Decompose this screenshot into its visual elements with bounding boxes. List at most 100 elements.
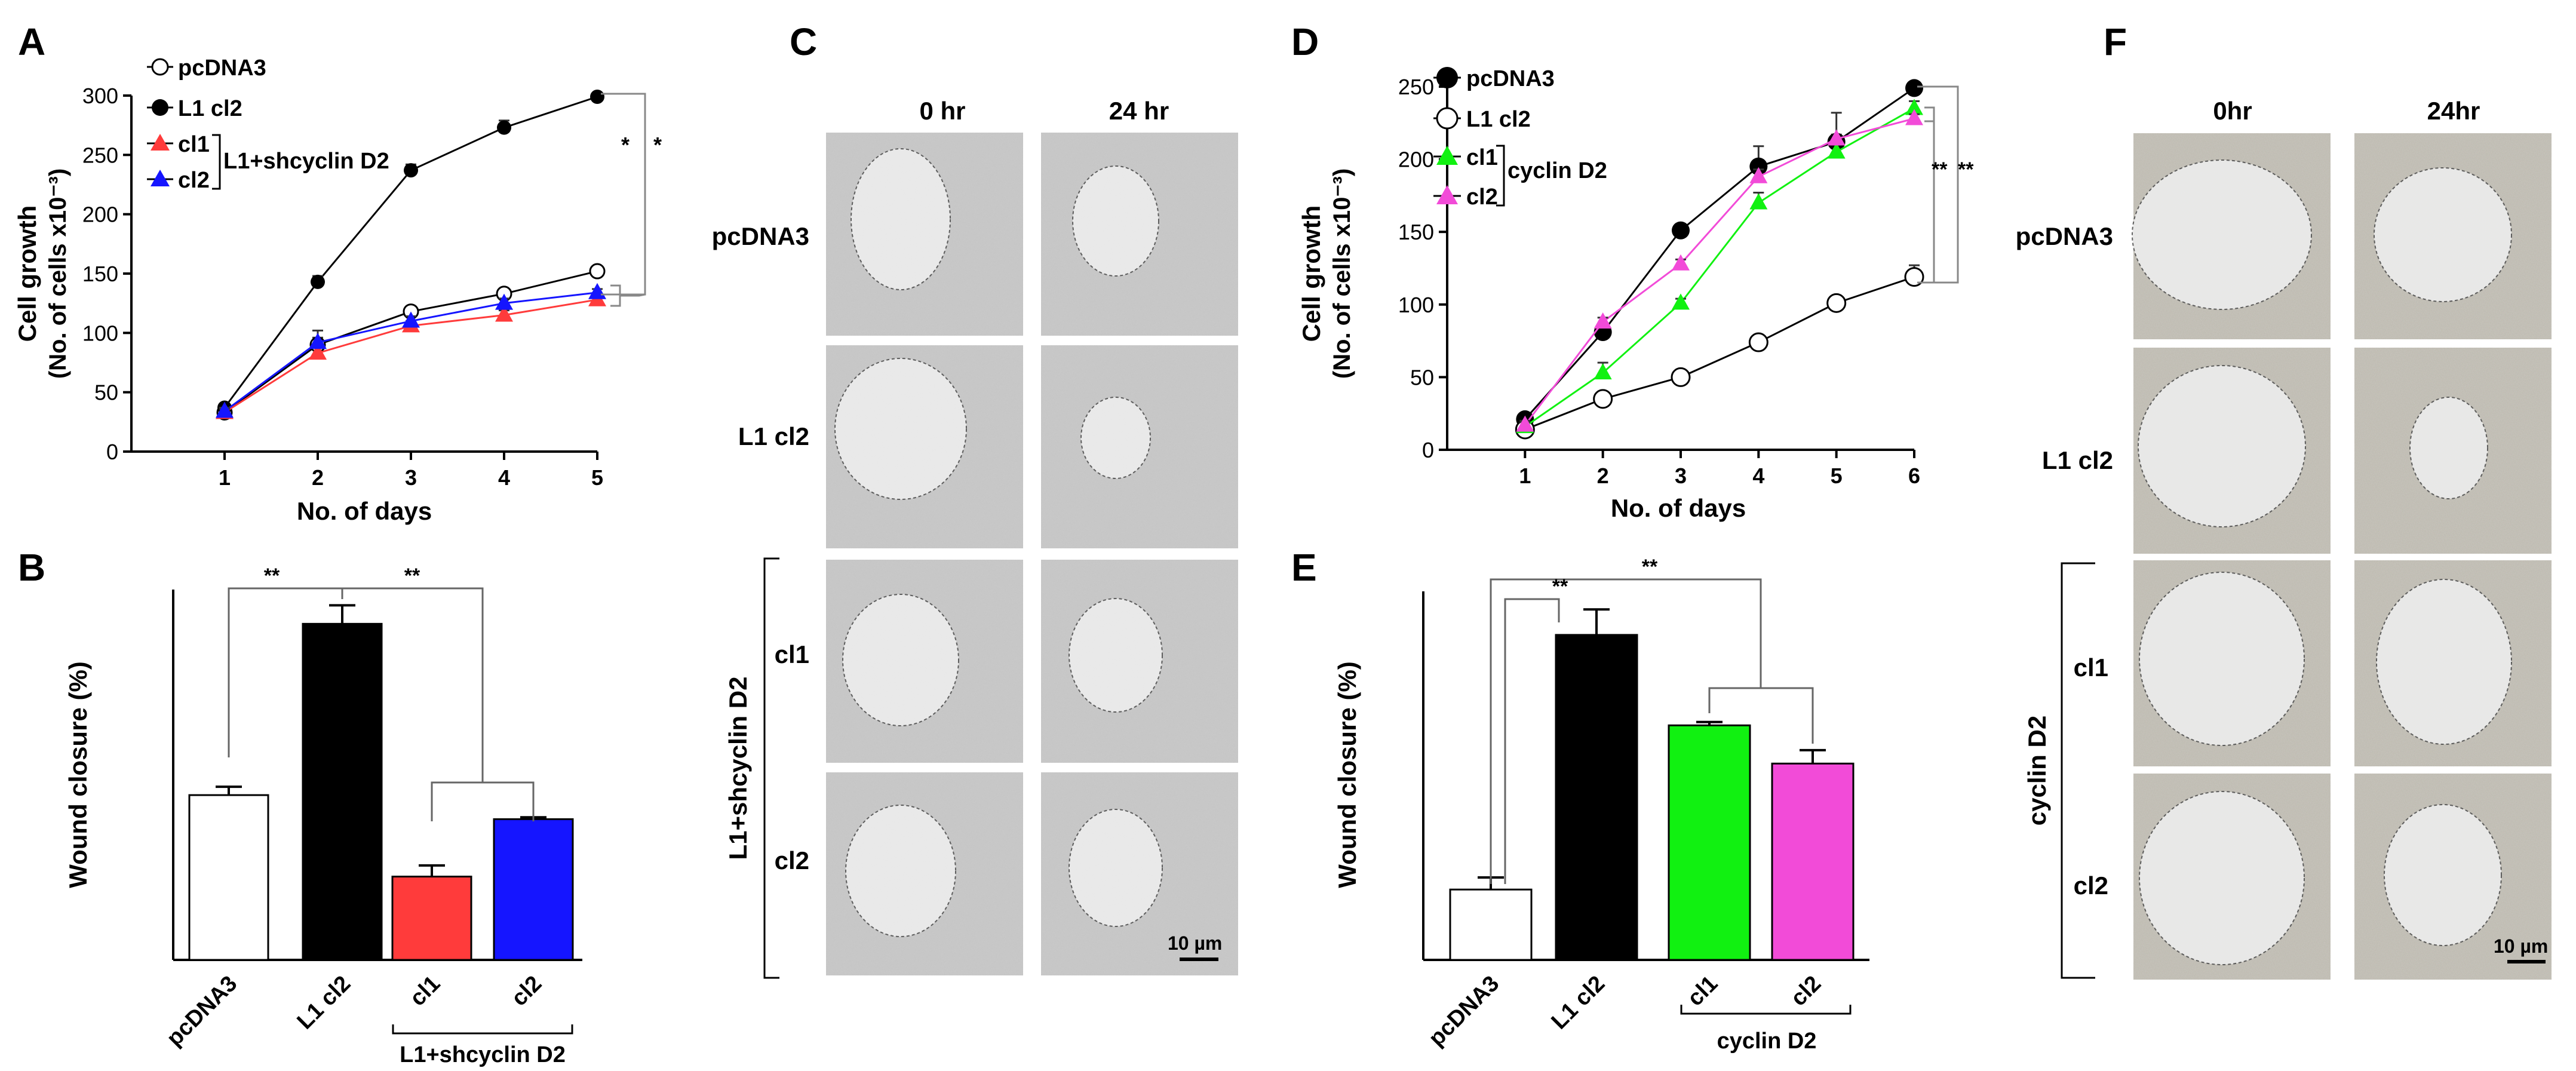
chart-e-sig-2: ** [1642, 556, 1658, 578]
x-tick-label: 6 [1908, 464, 1920, 488]
wound-area [2376, 579, 2512, 745]
point-pcDNA3-5 [1905, 79, 1923, 97]
chart-a-legend: pcDNA3 L1 cl2 cl1 cl2 L1+shcyclin D2 [147, 56, 389, 193]
wound-area [1069, 809, 1163, 927]
bar-pcdna3 [1449, 888, 1533, 961]
series-line-1 [1524, 276, 1915, 431]
chart-d-yticks: 0 50 100 150 200 250 [1398, 75, 1447, 462]
chart-a-legend-l1cl2: L1 cl2 [178, 96, 242, 121]
legend-marker-cl1-green [1436, 146, 1458, 165]
legend-marker-cl1-red [151, 134, 170, 151]
point-cl2-0 [1516, 415, 1534, 432]
chart-d-legend-pcdna3: pcDNA3 [1466, 66, 1555, 91]
series-line-3 [1524, 118, 1915, 426]
bar-cl1 [1668, 724, 1751, 961]
point-cl2-1 [1594, 312, 1612, 329]
panel-f-micrographs: 0hr 24hr pcDNA3 L1 cl2 cl1 cl2 cyclin D2… [2016, 97, 2552, 980]
panel-c-row-cl1: cl1 [775, 640, 809, 668]
chart-a-sig-1: * [621, 133, 630, 157]
panel-f-row-cl2: cl2 [2074, 871, 2108, 900]
x-tick-label: 3 [405, 465, 417, 490]
chart-a-sig-2: * [653, 133, 662, 157]
y-tick-label: 50 [94, 380, 118, 405]
y-tick-label: 250 [1398, 75, 1434, 99]
panel-label-c: C [790, 20, 817, 63]
wound-area [2384, 804, 2502, 946]
x-tick-label: 4 [498, 465, 510, 490]
legend-marker-pcdna3 [151, 58, 169, 76]
x-category-label: cl1 [405, 971, 445, 1011]
point-cl1-4 [1827, 142, 1846, 159]
panel-c-row-pcdna3: pcDNA3 [712, 222, 809, 250]
panel-c-col-0hr: 0 hr [919, 97, 965, 125]
chart-a-legend-cl2: cl2 [178, 168, 210, 193]
panel-f-scale-text: 10 µm [2494, 935, 2548, 957]
chart-a-bracket-inner [601, 93, 646, 296]
point-L1 cl2-1 [1593, 389, 1613, 409]
chart-b-sig-2: ** [404, 564, 420, 587]
chart-d-legend-cl2: cl2 [1466, 185, 1498, 210]
point-cl2-3 [495, 293, 513, 310]
bar-cl2 [1771, 762, 1855, 961]
panel-label-a: A [18, 20, 45, 63]
panel-label-d: D [1291, 20, 1319, 63]
chart-a-series [216, 89, 606, 421]
panel-label-e: E [1291, 546, 1317, 589]
chart-b-sig-1: ** [264, 564, 280, 587]
point-cl2-5 [1905, 109, 1923, 125]
point-L1 cl2-2 [404, 163, 418, 178]
chart-a-xlabel: No. of days [297, 497, 432, 525]
panel-c-row-l1cl2: L1 cl2 [738, 422, 809, 450]
panel-c-scale-text: 10 µm [1168, 932, 1222, 954]
chart-a-ylabel-2: (No. of cells x10⁻³) [45, 168, 71, 379]
series-line-0 [224, 270, 598, 413]
chart-b-bars [188, 604, 574, 961]
panel-c-tiles [826, 133, 1238, 975]
legend-marker-l1cl2 [152, 99, 168, 116]
chart-d-legend-cl1: cl1 [1466, 145, 1498, 170]
point-cl2-4 [588, 283, 606, 299]
x-category-label: cl1 [1682, 971, 1723, 1011]
panel-c-row-cl2: cl2 [775, 846, 809, 874]
bar-l1-cl2 [1555, 634, 1638, 961]
chart-a-bracket-lower [610, 284, 621, 307]
wound-area [2138, 365, 2306, 527]
chart-d-legend-l1cl2: L1 cl2 [1466, 107, 1531, 132]
chart-e-bars [1449, 608, 1855, 961]
panel-label-f: F [2104, 20, 2127, 63]
wound-area [2139, 572, 2305, 746]
x-category-label: cl2 [506, 971, 546, 1011]
chart-d-ylabel-1: Cell growth [1297, 205, 1325, 342]
wound-area [1072, 165, 1159, 277]
panel-f-row-l1cl2: L1 cl2 [2042, 446, 2113, 474]
chart-a-legend-group: L1+shcyclin D2 [223, 149, 389, 174]
point-cl2-2 [1672, 254, 1690, 271]
chart-d-xlabel: No. of days [1611, 494, 1746, 522]
wound-area [842, 594, 959, 726]
chart-a-yticks: 0 50 100 150 200 250 300 [82, 84, 131, 464]
point-L1 cl2-1 [311, 274, 325, 289]
series-line-1 [223, 96, 598, 409]
y-tick-label: 250 [82, 143, 118, 167]
point-pcDNA3-3 [1749, 157, 1768, 176]
y-tick-label: 150 [1398, 220, 1434, 244]
point-L1 cl2-2 [1671, 367, 1691, 387]
chart-d-bracket-outer [1917, 85, 1959, 284]
point-cl2-3 [1749, 167, 1768, 183]
point-cl2-2 [402, 311, 420, 328]
point-cl1-2 [1672, 293, 1690, 310]
chart-d-series [1515, 79, 1924, 440]
legend-marker-pcdna3 [1436, 67, 1458, 88]
x-category-label: pcDNA3 [1424, 971, 1504, 1051]
point-L1 cl2-4 [590, 89, 604, 104]
panel-f-col-24hr: 24hr [2427, 97, 2480, 125]
chart-e-ylabel: Wound closure (%) [1333, 661, 1361, 888]
x-category-label: L1 cl2 [292, 971, 355, 1035]
wound-area [1069, 598, 1163, 713]
point-L1 cl2-5 [1904, 267, 1924, 287]
point-cl1-3 [1749, 193, 1768, 210]
point-cl2-0 [216, 401, 234, 418]
legend-marker-l1cl2 [1436, 107, 1459, 130]
